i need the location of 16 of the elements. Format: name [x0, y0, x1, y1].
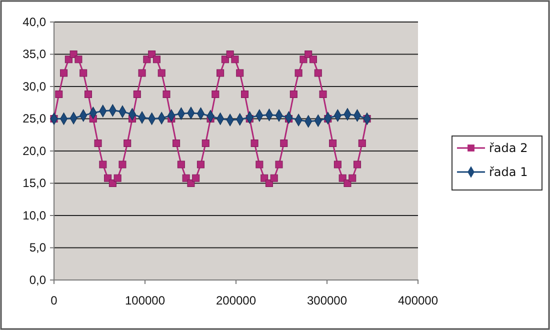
x-tick-label: 200000	[216, 294, 256, 308]
x-tick-label: 100000	[124, 294, 166, 308]
y-tick-label: 40,0	[22, 14, 46, 29]
y-tick-label: 15,0	[22, 176, 46, 190]
y-tick-label: 0,0	[29, 272, 46, 287]
y-tick-label: 30,0	[22, 79, 46, 94]
y-tick-label: 20,0	[22, 144, 46, 158]
x-tick-label: 400000	[398, 294, 438, 308]
y-tick-label: 25,0	[22, 112, 46, 126]
legend-label: řada 1	[489, 165, 528, 179]
legend-label: řada 2	[489, 141, 528, 155]
y-tick-label: 5,0	[29, 240, 46, 255]
x-tick-label: 0	[50, 294, 58, 308]
y-tick-label: 10,0	[22, 208, 46, 222]
x-tick-label: 300000	[306, 294, 348, 308]
y-tick-label: 35,0	[22, 47, 46, 62]
